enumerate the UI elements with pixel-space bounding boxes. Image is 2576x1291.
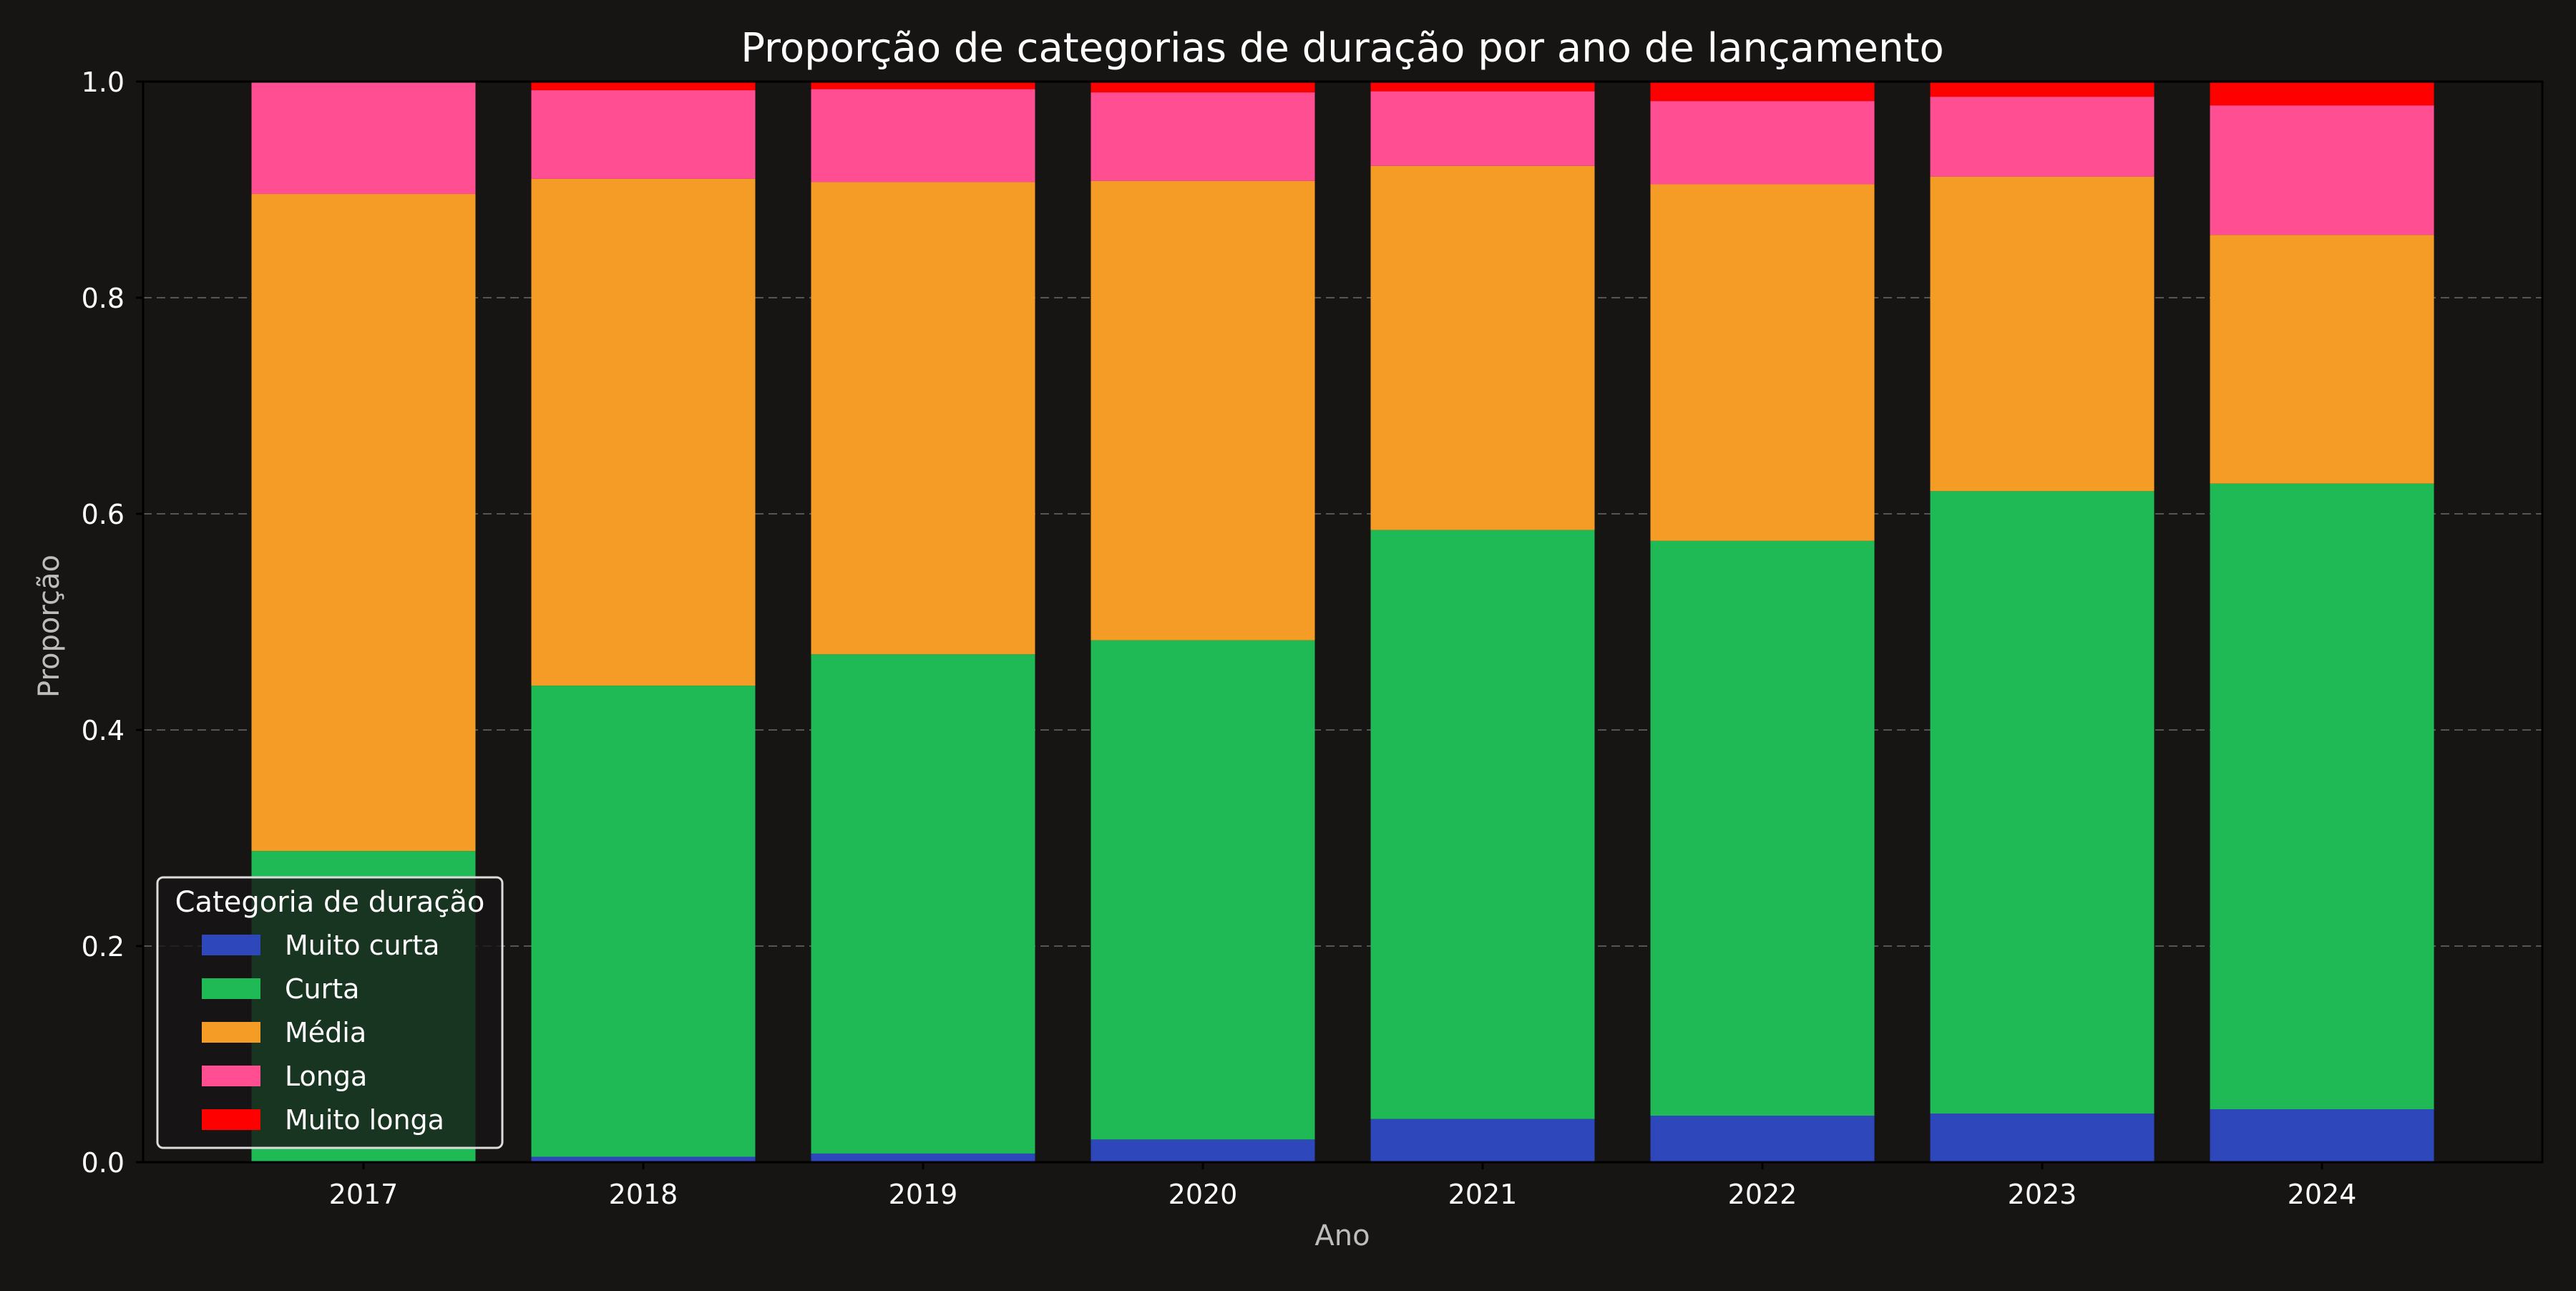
x-axis-label: Ano bbox=[1314, 1219, 1370, 1252]
x-tick-label: 2017 bbox=[329, 1179, 399, 1210]
bar-2023-muito-curta bbox=[1930, 1114, 2155, 1162]
bar-2017-média bbox=[251, 194, 476, 852]
bar-2022-curta bbox=[1650, 540, 1875, 1116]
bar-2024-muito-longa bbox=[2210, 82, 2434, 106]
bar-2024-curta bbox=[2210, 483, 2434, 1110]
bar-2020-muito-longa bbox=[1091, 82, 1315, 93]
bar-2020-curta bbox=[1091, 640, 1315, 1140]
bar-2019-curta bbox=[811, 654, 1035, 1154]
legend-label: Longa bbox=[285, 1061, 367, 1092]
bar-2018-média bbox=[531, 178, 756, 686]
axis-ticks: 0.0 0.2 0.4 0.6 0.8 1.0 2017 2018 2019 2020 2021 20… bbox=[82, 67, 2357, 1210]
legend-swatch bbox=[202, 1066, 260, 1086]
legend-label: Muito longa bbox=[285, 1104, 444, 1136]
y-tick-label: 1.0 bbox=[82, 67, 125, 98]
bar-2019-longa bbox=[811, 89, 1035, 182]
bar-2022-muito-longa bbox=[1650, 82, 1875, 102]
legend-title: Categoria de duração bbox=[175, 886, 485, 919]
x-tick-label: 2024 bbox=[2288, 1179, 2357, 1210]
x-tick-label: 2018 bbox=[609, 1179, 678, 1210]
legend-items: Muito curta Curta Média Longa Muito longa bbox=[202, 930, 444, 1136]
legend-swatch bbox=[202, 978, 260, 999]
chart-title: Proporção de categorias de duração por a… bbox=[741, 25, 1943, 72]
legend-label: Curta bbox=[285, 973, 359, 1005]
bar-2022-média bbox=[1650, 184, 1875, 541]
y-tick-label: 0.4 bbox=[82, 715, 125, 746]
x-tick-label: 2023 bbox=[2008, 1179, 2077, 1210]
y-tick-label: 0.6 bbox=[82, 499, 125, 530]
bar-2019-muito-longa bbox=[811, 82, 1035, 89]
bar-2019-média bbox=[811, 182, 1035, 655]
bar-2024-média bbox=[2210, 235, 2434, 484]
bar-2023-curta bbox=[1930, 491, 2155, 1114]
legend-swatch bbox=[202, 1109, 260, 1130]
bar-2024-longa bbox=[2210, 105, 2434, 235]
bar-2018-longa bbox=[531, 90, 756, 179]
y-tick-label: 0.8 bbox=[82, 283, 125, 314]
y-tick-label: 0.2 bbox=[82, 931, 125, 963]
bar-2018-curta bbox=[531, 686, 756, 1157]
bar-2020-longa bbox=[1091, 92, 1315, 181]
bar-2024-muito-curta bbox=[2210, 1109, 2434, 1162]
x-tick-label: 2020 bbox=[1169, 1179, 1238, 1210]
x-tick-label: 2022 bbox=[1728, 1179, 1797, 1210]
x-tick-label: 2019 bbox=[889, 1179, 958, 1210]
bar-2023-média bbox=[1930, 176, 2155, 492]
bar-2021-muito-curta bbox=[1370, 1119, 1595, 1162]
bar-2022-muito-curta bbox=[1650, 1116, 1875, 1162]
y-axis-label: Proporção bbox=[33, 555, 66, 698]
legend-swatch bbox=[202, 935, 260, 955]
bar-2019-muito-curta bbox=[811, 1153, 1035, 1162]
bar-2023-longa bbox=[1930, 97, 2155, 177]
x-tick-label: 2021 bbox=[1448, 1179, 1518, 1210]
bar-2023-muito-longa bbox=[1930, 82, 2155, 97]
plot-frame bbox=[142, 80, 2544, 1164]
legend-label: Muito curta bbox=[285, 930, 439, 961]
legend-swatch bbox=[202, 1022, 260, 1043]
bar-2020-média bbox=[1091, 180, 1315, 640]
bar-2021-muito-longa bbox=[1370, 82, 1595, 92]
bar-2021-longa bbox=[1370, 91, 1595, 166]
bar-2020-muito-curta bbox=[1091, 1139, 1315, 1162]
bar-2018-muito-curta bbox=[531, 1156, 756, 1162]
bar-2018-muito-longa bbox=[531, 82, 756, 91]
legend-label: Média bbox=[285, 1017, 366, 1048]
bar-2022-longa bbox=[1650, 101, 1875, 185]
bar-2021-média bbox=[1370, 165, 1595, 530]
legend: Categoria de duração Muito curta Curta Méd… bbox=[156, 876, 504, 1149]
y-tick-label: 0.0 bbox=[82, 1147, 125, 1179]
bar-2021-curta bbox=[1370, 530, 1595, 1119]
bar-2017-longa bbox=[251, 82, 476, 195]
